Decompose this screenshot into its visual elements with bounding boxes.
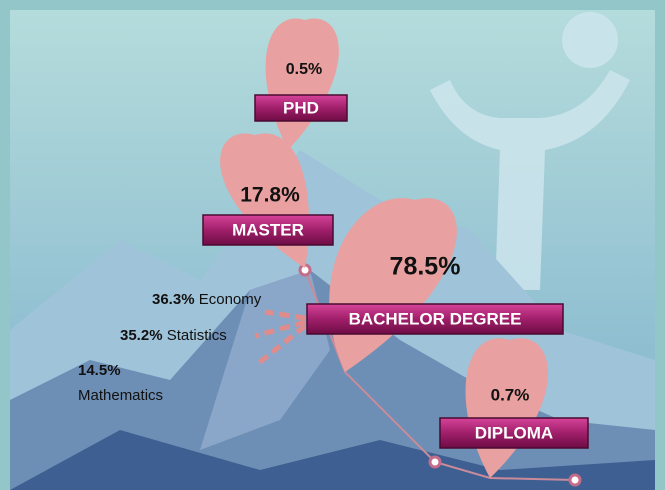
field-entry: 36.3% Economy: [152, 291, 262, 308]
phd-share: 0.5%: [286, 61, 322, 78]
tags: [202, 94, 589, 449]
diploma-share: 0.7%: [491, 385, 530, 404]
bachelor-share: 78.5%: [390, 253, 461, 281]
field-share: 14.5%: [78, 362, 121, 379]
figure-silhouette: [430, 12, 630, 290]
diploma-label: DIPLOMA: [475, 423, 553, 442]
master-share: 17.8%: [240, 184, 300, 207]
field-entry: 35.2% Statistics: [120, 327, 227, 344]
phd-label: PHD: [283, 98, 319, 117]
bachelor-label: BACHELOR DEGREE: [349, 309, 522, 328]
master-label: MASTER: [232, 220, 304, 239]
field-name: Mathematics: [78, 387, 163, 404]
field-links: [253, 309, 307, 368]
